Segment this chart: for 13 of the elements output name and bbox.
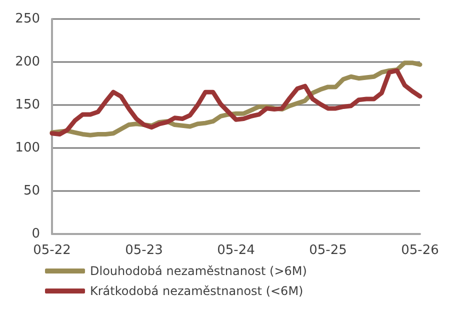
y-tick-label: 100 bbox=[15, 140, 40, 156]
legend-label: Krátkodobá nezaměstnanost (<6M) bbox=[90, 284, 304, 298]
x-tick-label: 05-22 bbox=[33, 243, 71, 258]
x-tick-label: 05-26 bbox=[401, 243, 439, 258]
x-tick-label: 05-23 bbox=[125, 243, 163, 258]
x-tick-label: 05-24 bbox=[217, 243, 255, 258]
x-tick-label: 05-25 bbox=[309, 243, 347, 258]
legend-label: Dlouhodobá nezaměstnanost (>6M) bbox=[90, 264, 307, 278]
y-tick-label: 150 bbox=[15, 98, 40, 112]
y-tick-label: 200 bbox=[15, 54, 40, 70]
y-tick-label: 50 bbox=[23, 184, 40, 198]
y-tick-label: 0 bbox=[32, 226, 40, 242]
y-tick-label: 250 bbox=[15, 12, 40, 26]
